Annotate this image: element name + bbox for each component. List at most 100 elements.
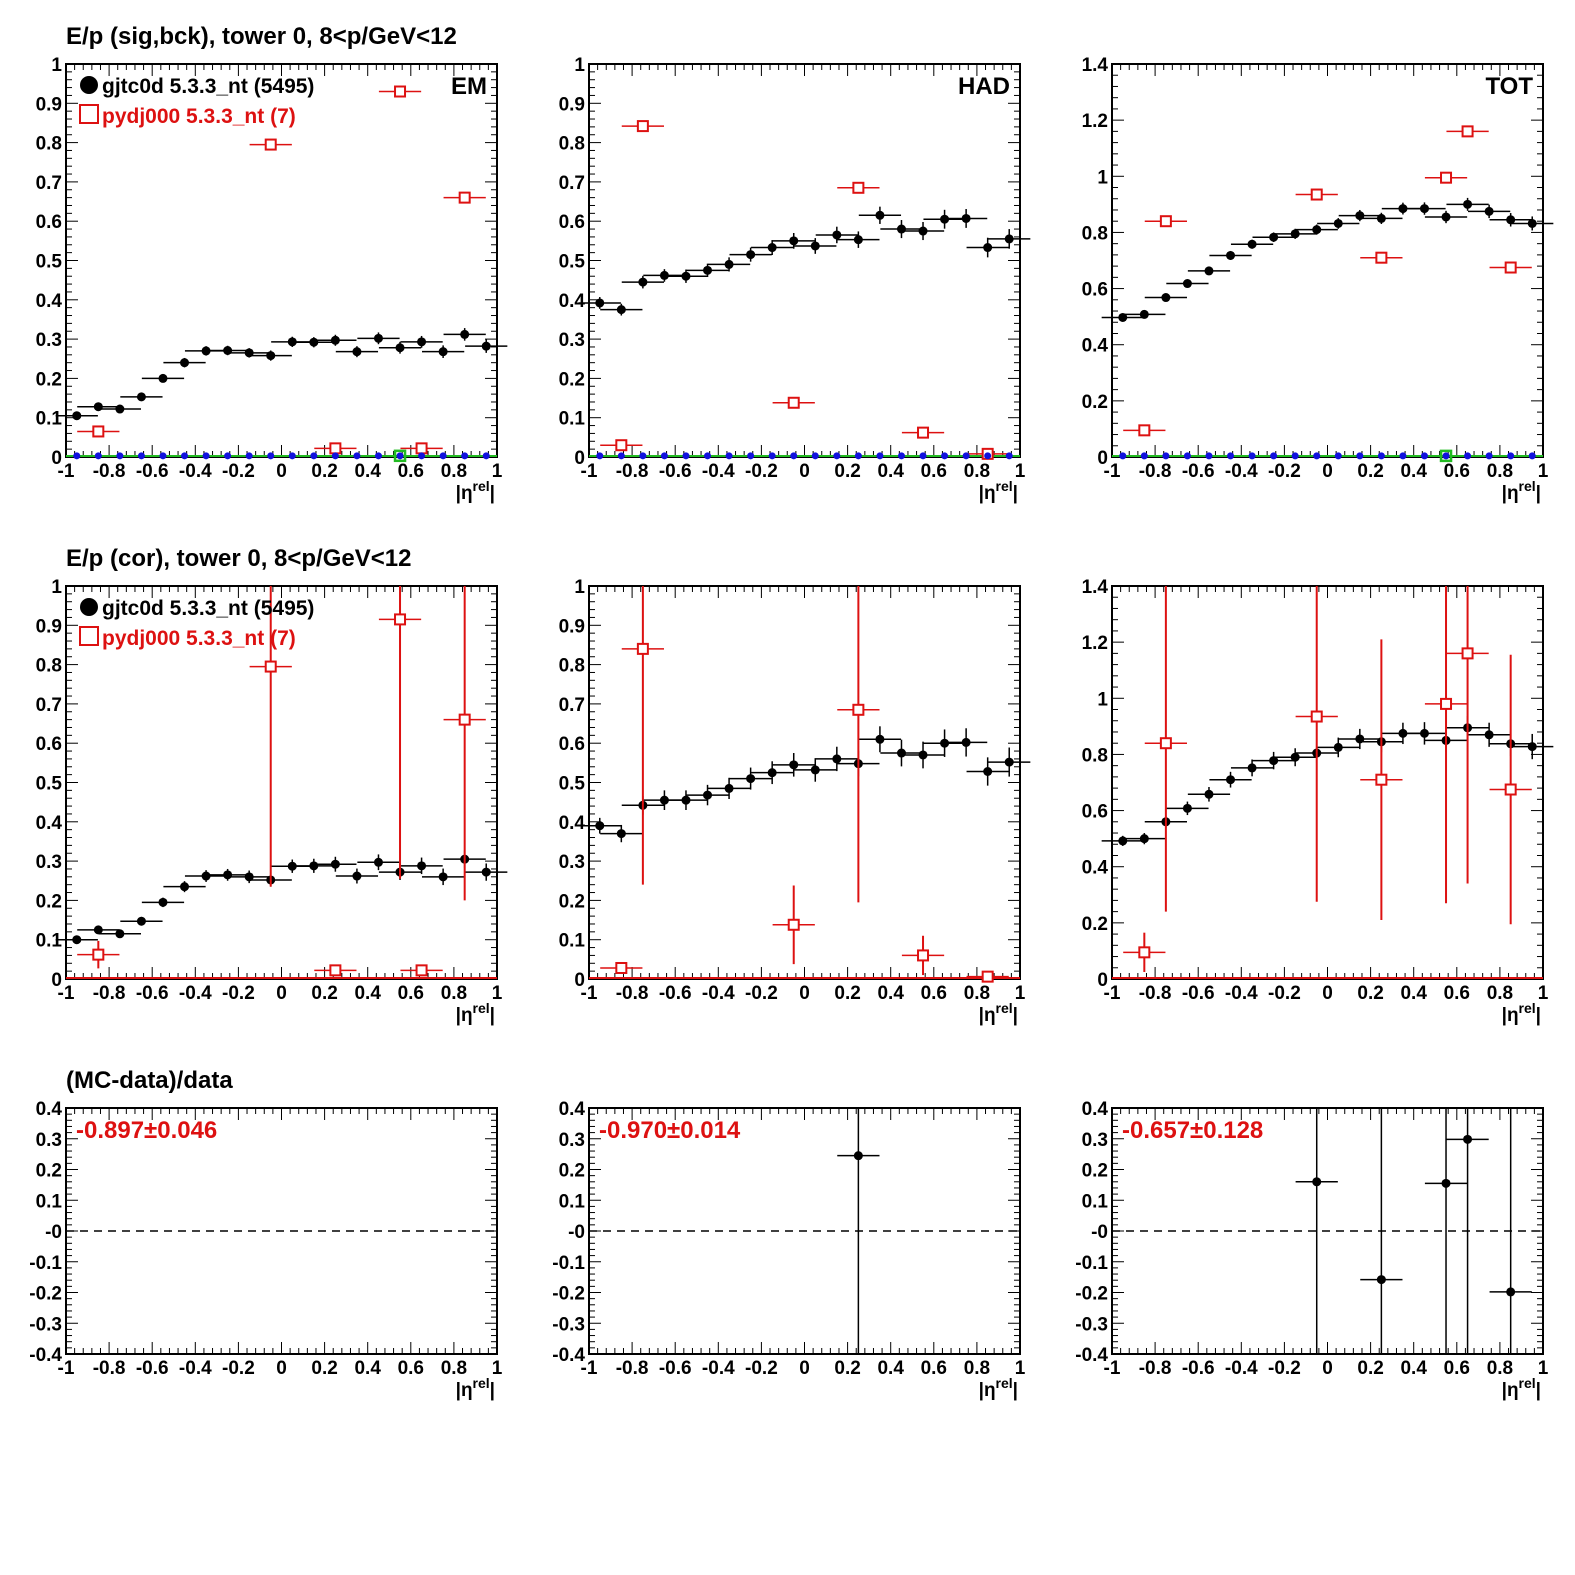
panel-tot_sigbck: -1 -0.8 -0.6 -0.4 -0.2 0 0.2 0.4 0.6 0.8 1|ηrel|00… [1082, 55, 1554, 504]
x-tick-label: 0.6 [921, 983, 947, 1004]
x-tick-label: 0.8 [441, 1358, 467, 1379]
data-point [1269, 232, 1279, 242]
mc-point [1159, 215, 1172, 228]
y-tick-label: 0.7 [36, 695, 62, 716]
y-tick-label: 1 [1097, 167, 1108, 188]
data-point [767, 768, 777, 778]
background-data-point [1205, 452, 1213, 460]
y-tick-label: 0.4 [36, 813, 63, 834]
x-tick-label: -0.6 [659, 983, 692, 1004]
x-tick-label: -0.4 [1225, 983, 1258, 1004]
y-tick-label: 0.4 [1082, 858, 1109, 879]
background-data-point [790, 452, 798, 460]
x-tick-label: 0.2 [834, 1358, 860, 1379]
mc-point [1504, 783, 1517, 796]
plot-grid: -1 -0.8 -0.6 -0.4 -0.2 0 0.2 0.4 0.6 0.8 1 |ηrel| 0 0… [29, 55, 1554, 1401]
mc-point [415, 964, 428, 977]
mc-point [1504, 261, 1517, 274]
data-point [309, 861, 319, 871]
background-data-point [1442, 452, 1450, 460]
data-point [940, 738, 950, 748]
background-data-point [202, 452, 210, 460]
ratio-point [1463, 1134, 1473, 1144]
background-data-point [984, 452, 992, 460]
y-tick-label: 0.6 [1082, 802, 1108, 823]
x-tick-label: -0.8 [93, 983, 126, 1004]
y-tick-label: 0.5 [559, 252, 586, 273]
x-tick-label: -0.4 [702, 1358, 735, 1379]
y-tick-label: 0.2 [1082, 392, 1108, 413]
x-tick-label: 0.2 [1357, 461, 1383, 482]
background-data-point [94, 452, 102, 460]
data-point [875, 210, 885, 220]
data-point [136, 916, 146, 926]
x-tick-label: 0 [799, 461, 810, 482]
y-tick-label: 0.8 [559, 656, 585, 677]
y-tick-label: 1.2 [1082, 633, 1108, 654]
data-point [659, 795, 669, 805]
y-tick-label: 0 [1097, 448, 1108, 469]
y-tick-label: 0.2 [1082, 1161, 1108, 1182]
data-point [595, 298, 605, 308]
panel-label: HAD [958, 73, 1010, 100]
x-tick-label: -0.8 [1139, 1358, 1172, 1379]
data-point [595, 821, 605, 831]
x-tick-label: 0.8 [1487, 1358, 1513, 1379]
data-point [616, 829, 626, 839]
y-tick-label: 1.4 [1082, 55, 1109, 76]
mc-point [615, 961, 628, 974]
background-data-point [267, 452, 275, 460]
data-point [417, 861, 427, 871]
x-tick-label: -0.2 [222, 461, 255, 482]
y-tick-label: 0.8 [36, 134, 62, 155]
legend-mc-marker [79, 626, 99, 646]
background-data-point [439, 452, 447, 460]
data-point [875, 734, 885, 744]
data-point [832, 754, 842, 764]
mc-point [787, 396, 800, 409]
mc-point [1138, 424, 1151, 437]
mc-point [917, 426, 930, 439]
data-point [746, 250, 756, 260]
ratio-annotation: -0.897±0.046 [76, 1117, 217, 1144]
y-tick-label: 0.7 [559, 695, 585, 716]
data-point [1527, 742, 1537, 752]
y-tick-label: 0.3 [36, 1130, 62, 1151]
x-tick-label: -0.8 [616, 983, 649, 1004]
data-point [1204, 789, 1214, 799]
y-tick-label: 0.1 [559, 1191, 586, 1212]
x-tick-label: -1 [58, 1358, 75, 1379]
x-tick-label: 0.4 [354, 983, 381, 1004]
data-point [115, 404, 125, 414]
data-point [93, 402, 103, 412]
data-point [180, 358, 190, 368]
data-point [72, 935, 82, 945]
data-point [373, 333, 383, 343]
data-point [287, 337, 297, 347]
x-tick-label: 0 [276, 983, 287, 1004]
data-point [1333, 742, 1343, 752]
x-axis-title: |ηrel| [979, 478, 1018, 504]
x-tick-label: 0.4 [877, 1358, 904, 1379]
x-tick-label: 0.6 [1444, 1358, 1470, 1379]
mc-point [636, 120, 649, 133]
x-tick-label: -0.4 [1225, 461, 1258, 482]
x-tick-label: 0.6 [921, 1358, 947, 1379]
y-tick-label: 1.4 [1082, 577, 1109, 598]
data-point [460, 329, 470, 339]
y-tick-label: -0.2 [29, 1284, 62, 1305]
background-data-point [1399, 452, 1407, 460]
x-tick-label: -0.6 [1182, 461, 1215, 482]
y-tick-label: -0.3 [552, 1314, 585, 1335]
data-point [395, 343, 405, 353]
data-point [223, 870, 233, 880]
y-tick-label: 0.4 [559, 1099, 586, 1120]
data-point [1204, 266, 1214, 276]
background-data-point [962, 452, 970, 460]
background-data-point [1507, 452, 1515, 460]
x-tick-label: -0.2 [1268, 1358, 1301, 1379]
legend-data-marker [80, 598, 98, 616]
background-data-point [1334, 452, 1342, 460]
x-tick-label: -0.4 [179, 461, 212, 482]
data-point [1506, 215, 1516, 225]
